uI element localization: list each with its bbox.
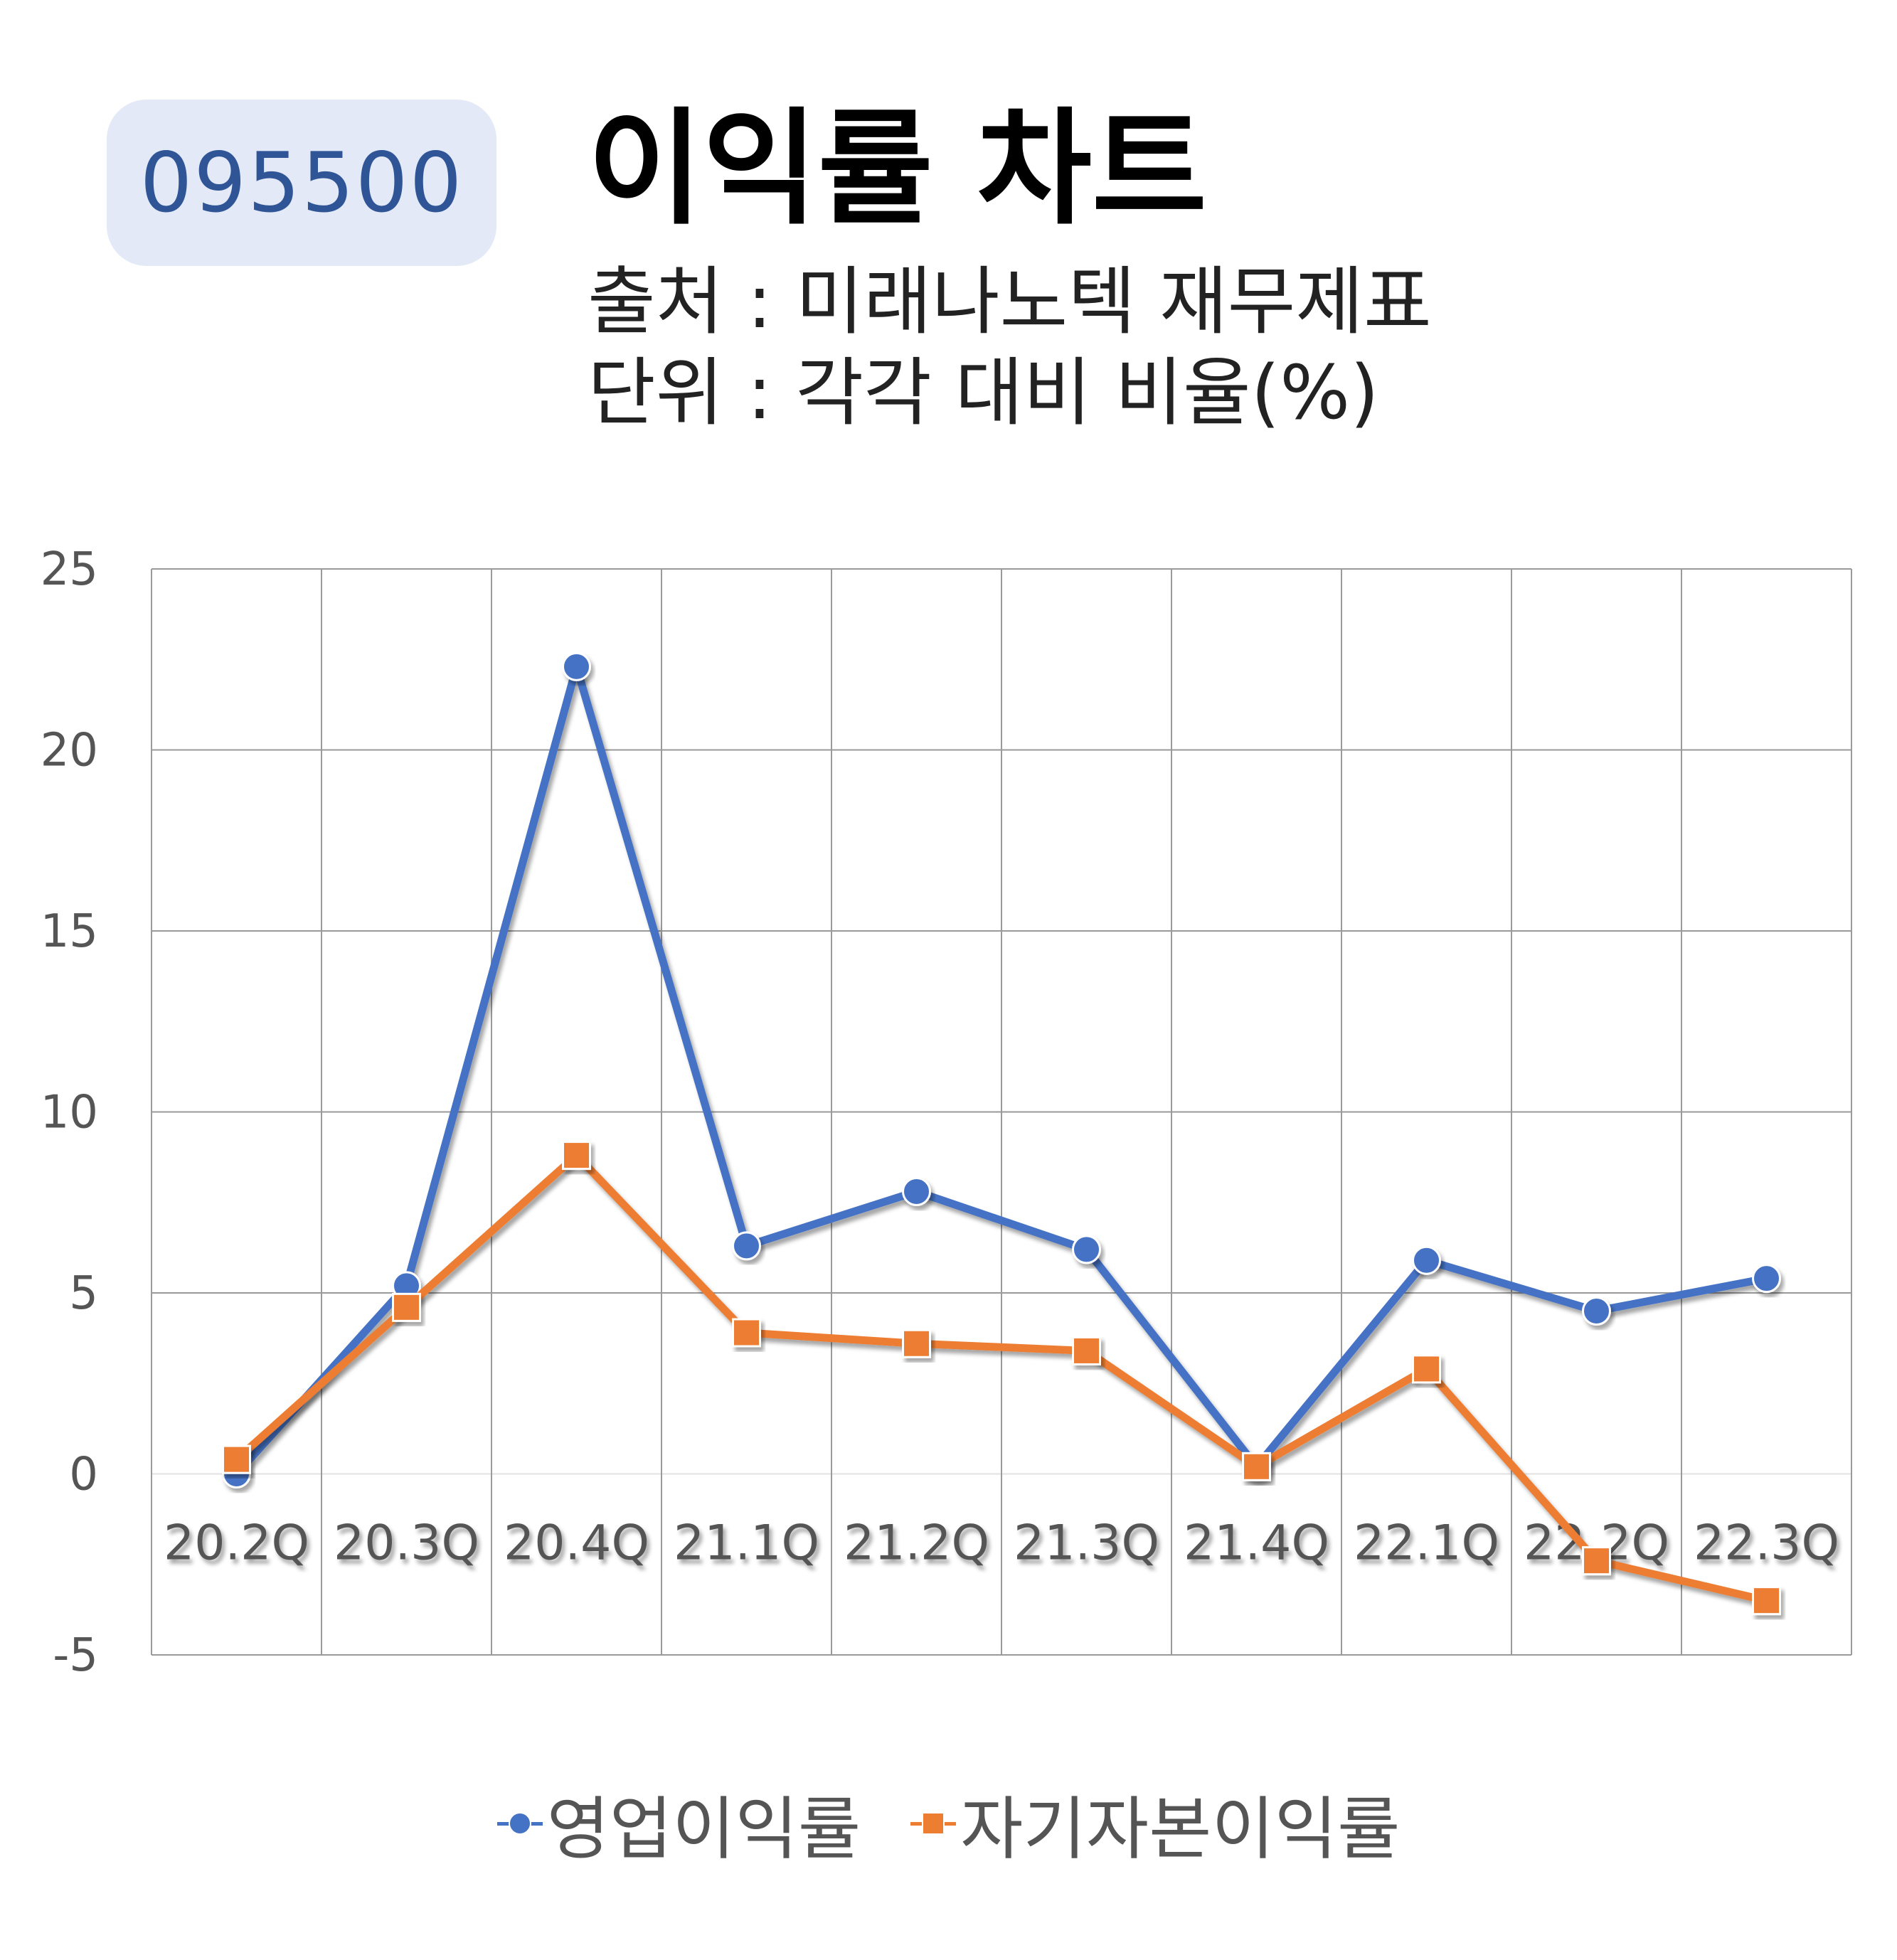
legend-label: 자기자본이익률 <box>960 1789 1401 1869</box>
square-marker-icon <box>910 1809 957 1838</box>
y-tick-label: -5 <box>53 1629 98 1682</box>
data-point-operating-margin <box>902 1176 931 1206</box>
y-tick-label: 20 <box>41 725 98 777</box>
legend-label: 영업이익률 <box>546 1789 861 1869</box>
chart-legend: 영업이익률 자기자본이익률 <box>0 1774 1897 1873</box>
x-tick-label: 21.4Q <box>1184 1516 1329 1572</box>
x-tick-label: 22.1Q <box>1354 1516 1499 1572</box>
x-tick-label: 21.2Q <box>844 1516 989 1572</box>
source-line: 출처 : 미래나노텍 재무제표 <box>588 258 1432 345</box>
circle-marker-icon <box>496 1809 543 1838</box>
data-point-operating-margin <box>1072 1235 1101 1264</box>
x-tick-label: 21.1Q <box>674 1516 819 1572</box>
y-tick-label: 15 <box>41 905 98 958</box>
series-line-2 <box>233 1151 1770 1605</box>
x-tick-label: 20.3Q <box>334 1516 479 1572</box>
x-tick-label: 22.3Q <box>1694 1516 1839 1572</box>
data-point-roe <box>1752 1586 1781 1616</box>
data-point-roe <box>222 1444 251 1474</box>
y-tick-label: 10 <box>41 1087 98 1139</box>
legend-item-roe: 자기자본이익률 <box>910 1774 1400 1873</box>
x-tick-label: 20.2Q <box>164 1516 309 1572</box>
data-point-roe <box>1072 1336 1101 1365</box>
data-point-roe <box>732 1318 761 1348</box>
data-point-roe <box>902 1328 931 1358</box>
data-point-operating-margin <box>1412 1245 1441 1275</box>
y-tick-label: 0 <box>69 1449 98 1501</box>
y-tick-label: 5 <box>69 1267 98 1320</box>
data-point-operating-margin <box>1752 1264 1781 1294</box>
stock-code-badge: 095500 <box>107 100 496 266</box>
data-point-roe <box>1582 1546 1611 1576</box>
series-line-1 <box>233 662 1770 1478</box>
chart-title: 이익률 차트 <box>588 96 1207 242</box>
unit-line: 단위 : 각각 대비 비율(%) <box>588 349 1379 436</box>
data-point-operating-margin <box>1582 1296 1611 1326</box>
data-point-roe <box>1242 1452 1271 1481</box>
data-point-roe <box>392 1292 421 1322</box>
legend-item-operating-margin: 영업이익률 <box>496 1774 861 1873</box>
data-point-roe <box>562 1141 591 1171</box>
data-point-operating-margin <box>732 1231 761 1261</box>
data-point-roe <box>1412 1354 1441 1384</box>
y-tick-label: 25 <box>41 543 98 596</box>
x-tick-label: 20.4Q <box>504 1516 649 1572</box>
x-tick-label: 21.3Q <box>1014 1516 1159 1572</box>
data-point-operating-margin <box>562 651 591 681</box>
